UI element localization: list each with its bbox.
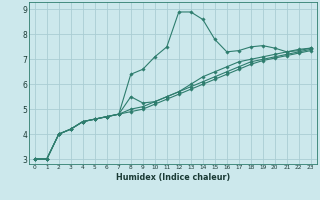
X-axis label: Humidex (Indice chaleur): Humidex (Indice chaleur) [116,173,230,182]
